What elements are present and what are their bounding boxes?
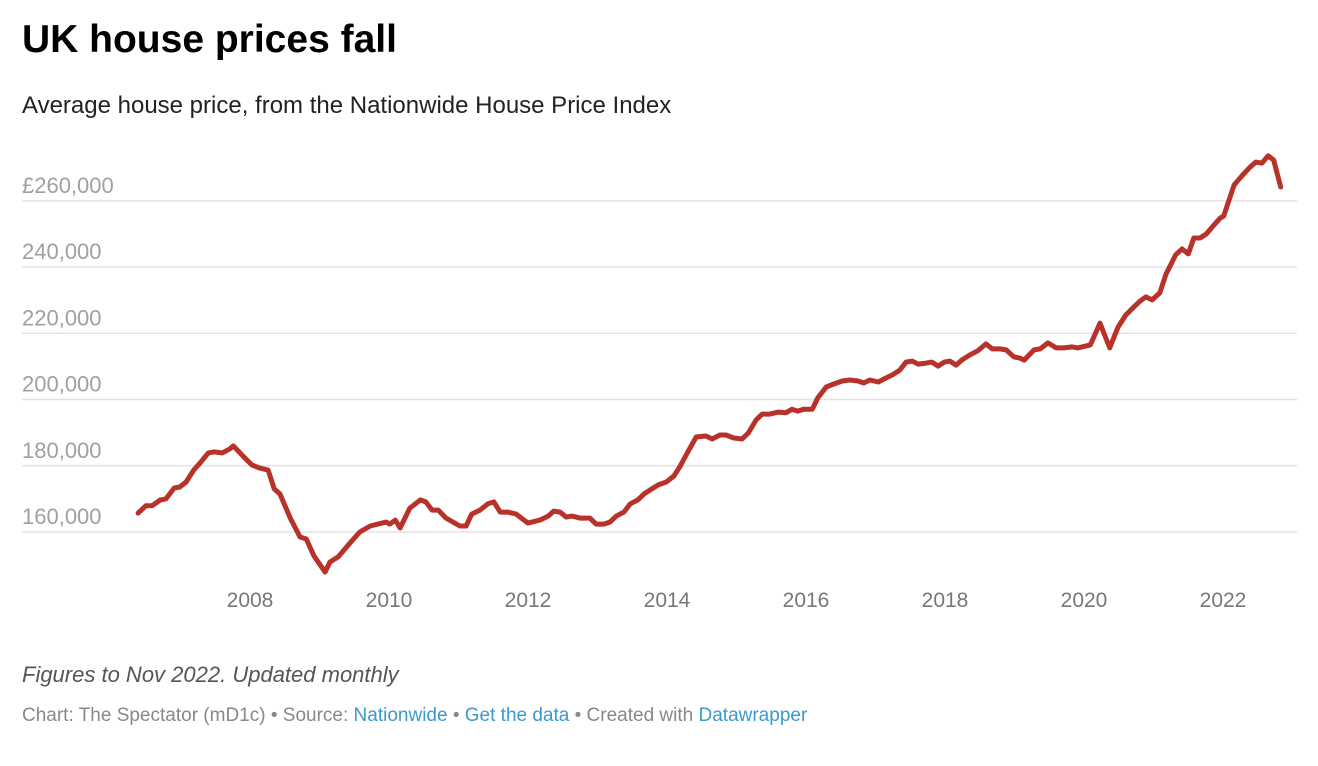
x-tick-label: 2012 [505, 589, 552, 612]
get-data-link[interactable]: Get the data [464, 705, 570, 726]
y-tick-label: 240,000 [22, 239, 102, 264]
y-tick-label: 220,000 [22, 305, 102, 330]
x-tick-label: 2010 [366, 589, 413, 612]
x-tick-label: 2014 [644, 589, 691, 612]
footer-created-with: • Created with [569, 705, 699, 726]
x-tick-label: 2018 [922, 589, 969, 612]
footer-credit: Chart: The Spectator (mD1c) • Source: [22, 705, 354, 726]
y-tick-label: 200,000 [22, 372, 102, 397]
chart-footer: Chart: The Spectator (mD1c) • Source: Na… [22, 705, 807, 727]
x-tick-label: 2008 [227, 589, 274, 612]
x-tick-label: 2022 [1200, 589, 1247, 612]
x-tick-label: 2020 [1061, 589, 1108, 612]
y-tick-label: 180,000 [22, 438, 102, 463]
chart-subtitle: Average house price, from the Nationwide… [22, 92, 672, 119]
chart-title: UK house prices fall [22, 18, 397, 61]
source-link[interactable]: Nationwide [353, 705, 448, 726]
y-tick-label: £260,000 [22, 173, 114, 198]
price-line [135, 153, 1284, 575]
x-tick-label: 2016 [783, 589, 830, 612]
chart-note: Figures to Nov 2022. Updated monthly [22, 662, 399, 687]
footer-separator: • [447, 705, 465, 726]
datawrapper-link[interactable]: Datawrapper [698, 705, 808, 726]
y-tick-label: 160,000 [22, 504, 102, 529]
